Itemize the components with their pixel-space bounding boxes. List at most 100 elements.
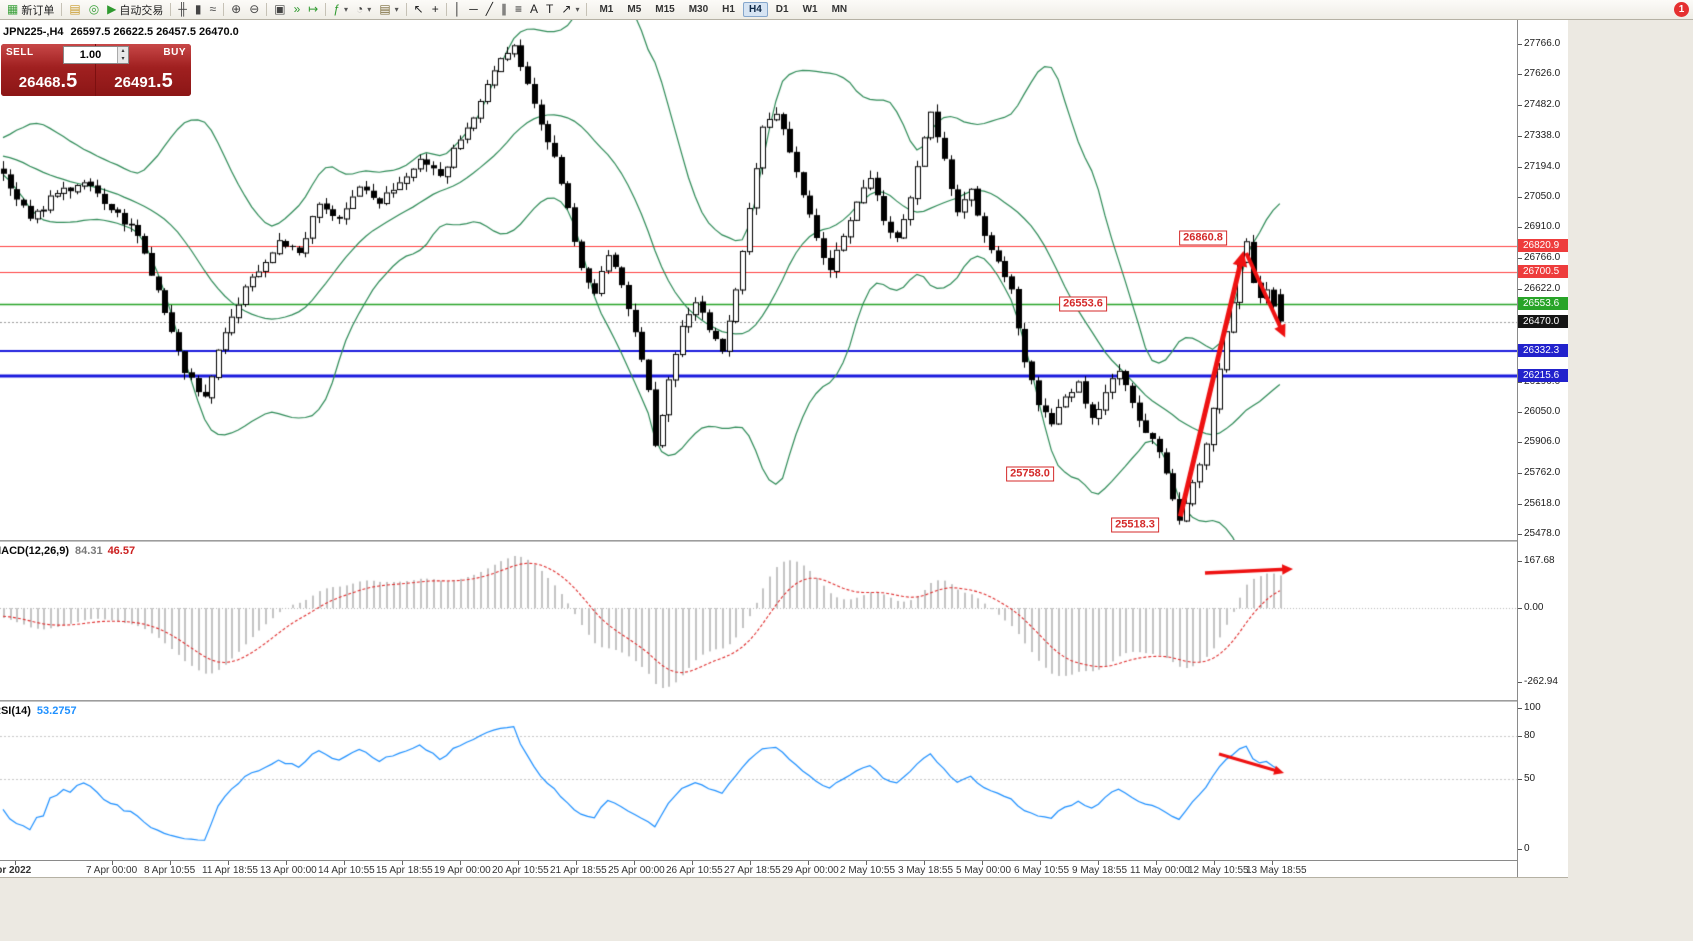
fibonacci-icon: ≡ xyxy=(515,2,523,16)
arrows-button[interactable]: ↗ ▾ xyxy=(558,1,582,18)
toolbar-buttons: ▦ 新订单 ▤ ◎ ▶ 自动交易 ╫ ▮ ≈ ⊕ ⊖ ▣» ↦ ƒ ▾ ◔ ▾ ▤ ▾ ↖ + │ ─ ╱ ∥ ≡ A T ↗ ▾ xyxy=(3,1,590,18)
volume-increase-button[interactable]: ▴ xyxy=(118,47,128,55)
time-axis-tick xyxy=(866,861,867,865)
new-order-button[interactable]: ▦ 新订单 xyxy=(4,1,57,18)
candlestick-chart-button[interactable]: ▮ xyxy=(192,1,205,18)
toolbar-separator xyxy=(405,3,407,16)
scale-tick-label: 26050.0 xyxy=(1524,406,1561,417)
periods-button[interactable]: ◔ ▾ xyxy=(353,1,374,18)
timeframe-m30-button[interactable]: M30 xyxy=(688,4,709,15)
autotrading-button-label: 自动交易 xyxy=(119,4,164,17)
zoom-in-button[interactable]: ⊕ xyxy=(228,1,244,18)
horizontal-line-icon: ─ xyxy=(469,2,478,16)
time-axis-label: 6 May 10:55 xyxy=(1014,865,1070,876)
sell-label: SELL xyxy=(6,47,34,58)
time-axis-tick xyxy=(982,861,983,865)
scale-tick-mark xyxy=(1518,74,1522,75)
scale-tick-mark xyxy=(1518,473,1522,474)
equidistant-channel-button[interactable]: ∥ xyxy=(498,1,510,18)
autotrading-button[interactable]: ▶ 自动交易 xyxy=(104,1,166,18)
time-axis-tick xyxy=(634,861,635,865)
timeframe-m15-button[interactable]: M15 xyxy=(655,4,675,15)
volume-input[interactable] xyxy=(64,47,117,63)
chart-shift-button[interactable]: ↦ xyxy=(305,1,321,18)
text-label-icon: T xyxy=(546,2,554,16)
timeframe-mn-button[interactable]: MN xyxy=(831,4,848,15)
timeframe-h1-button[interactable]: H1 xyxy=(722,4,735,15)
price-marker-chip: 26332.3 xyxy=(1518,344,1568,357)
time-axis-label: 13 Apr 00:00 xyxy=(260,865,317,876)
price-scale[interactable]: 27766.0 27626.0 27482.0 27338.0 27194.0 27050… xyxy=(1518,20,1568,877)
panel-separator[interactable] xyxy=(0,700,1568,702)
time-axis-tick xyxy=(344,861,345,865)
indicators-button[interactable]: ƒ ▾ xyxy=(330,1,351,18)
timeframe-w1-button[interactable]: W1 xyxy=(802,4,818,15)
rsi-canvas[interactable] xyxy=(0,702,1517,860)
dropdown-caret-icon: ▾ xyxy=(367,5,372,14)
time-axis-tick xyxy=(402,861,403,865)
zoom-out-button[interactable]: ⊖ xyxy=(246,1,262,18)
refresh-button[interactable]: ◎ xyxy=(86,1,102,18)
horizontal-line-button[interactable]: ─ xyxy=(466,1,481,18)
scale-tick-mark xyxy=(1518,382,1522,383)
time-axis[interactable]: Apr 2022 7 Apr 00:00 8 Apr 10:55 11 Apr 18:… xyxy=(0,861,1517,877)
scale-tick-label: -262.94 xyxy=(1524,676,1558,687)
chart-header: JPN225-,H4 26597.5 26622.5 26457.5 26470.… xyxy=(3,26,239,38)
one-click-trading-panel: SELL 26468.5 BUY 26491.5 ▴ ▾ xyxy=(1,44,191,96)
price-marker-chip: 26215.6 xyxy=(1518,369,1568,382)
macd-canvas[interactable] xyxy=(0,542,1517,700)
time-axis-tick xyxy=(1040,861,1041,865)
scale-tick-mark xyxy=(1518,412,1522,413)
arrow-objects-icon: ↗ xyxy=(561,2,572,16)
scale-tick-label: 0 xyxy=(1524,843,1530,854)
buy-button[interactable]: BUY 26491.5 xyxy=(96,44,191,96)
tile-windows-button[interactable]: ▣ xyxy=(271,1,288,18)
time-axis-tick xyxy=(808,861,809,865)
dropdown-caret-icon: ▾ xyxy=(394,5,399,14)
time-axis-tick xyxy=(1098,861,1099,865)
scale-tick-mark xyxy=(1518,708,1522,709)
templates-button[interactable]: ▤ ▾ xyxy=(376,1,401,18)
scale-tick-mark xyxy=(1518,44,1522,45)
trendline-button[interactable]: ╱ xyxy=(483,1,496,18)
dropdown-caret-icon: ▾ xyxy=(344,5,349,14)
history-center-button[interactable]: ▤ xyxy=(66,1,83,18)
time-axis-label: 26 Apr 10:55 xyxy=(666,865,723,876)
panel-separator[interactable] xyxy=(0,540,1568,542)
timeframe-toolbar: M1 M5 M15 M30 H1 H4 D1 W1 MN xyxy=(592,2,854,17)
volume-decrease-button[interactable]: ▾ xyxy=(118,55,128,63)
price-chart-canvas[interactable] xyxy=(0,20,1517,540)
text-label-button[interactable]: T xyxy=(543,1,556,18)
scale-tick-mark xyxy=(1518,534,1522,535)
timeframe-m5-button[interactable]: M5 xyxy=(627,4,642,15)
text-button[interactable]: A xyxy=(527,1,541,18)
timeframe-h4-button[interactable]: H4 xyxy=(742,2,768,17)
scale-tick-label: 26910.0 xyxy=(1524,221,1561,232)
sell-price-pips: .5 xyxy=(60,70,78,92)
timeframe-m1-button[interactable]: M1 xyxy=(599,4,614,15)
line-chart-button[interactable]: ≈ xyxy=(207,1,220,18)
price-marker-chip: 26553.6 xyxy=(1518,297,1568,310)
macd-name: MACD(12,26,9) xyxy=(0,545,70,557)
fibonacci-button[interactable]: ≡ xyxy=(512,1,525,18)
time-axis-label: 12 May 10:55 xyxy=(1188,865,1249,876)
scale-tick-mark xyxy=(1518,849,1522,850)
toolbar-separator xyxy=(325,3,327,16)
cursor-button[interactable]: ↖ xyxy=(411,1,427,18)
price-marker-chip: 26820.9 xyxy=(1518,239,1568,252)
timeframe-d1-button[interactable]: D1 xyxy=(775,4,789,15)
book-icon: ▤ xyxy=(69,2,81,16)
bar-chart-button[interactable]: ╫ xyxy=(175,1,190,18)
crosshair-button[interactable]: + xyxy=(429,1,442,18)
time-axis-tick xyxy=(576,861,577,865)
time-axis-label: 2 May 10:55 xyxy=(840,865,896,876)
time-axis-label: 7 Apr 00:00 xyxy=(86,865,138,876)
scale-tick-mark xyxy=(1518,167,1522,168)
time-axis-tick xyxy=(228,861,229,865)
time-axis-label: 11 May 00:00 xyxy=(1130,865,1190,876)
auto-scroll-button[interactable]: » xyxy=(291,1,304,18)
price-marker-chip: 26470.0 xyxy=(1518,315,1568,328)
vertical-line-button[interactable]: │ xyxy=(451,1,465,18)
scale-tick-mark xyxy=(1518,105,1522,106)
scale-tick-mark xyxy=(1518,136,1522,137)
